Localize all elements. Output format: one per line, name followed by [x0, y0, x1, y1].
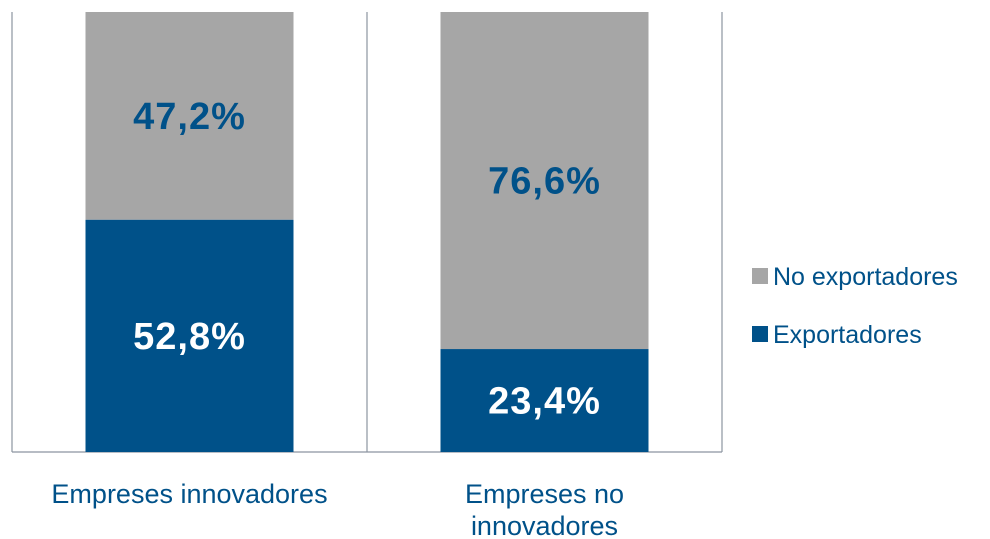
data-labels-group: 52,8% 47,2% 23,4% 76,6% — [133, 96, 601, 423]
legend-label-exportadores: Exportadores — [773, 321, 922, 349]
legend-swatch-no-exportadores — [752, 268, 768, 284]
data-label-exportadores-2: 23,4% — [488, 381, 601, 423]
data-label-no-exportadores-2: 76,6% — [488, 161, 601, 203]
category-label-2-line-2: innovadores — [471, 511, 618, 539]
bar-exportadores-2 — [440, 349, 649, 452]
legend-swatch-exportadores — [752, 326, 768, 342]
legend-label-no-exportadores: No exportadores — [773, 263, 958, 291]
bar-no-exportadores-1 — [85, 12, 294, 220]
legend: No exportadores Exportadores — [752, 263, 958, 349]
category-label-2-line-1: Empreses no — [465, 479, 624, 509]
data-label-exportadores-1: 52,8% — [133, 316, 246, 358]
category-labels-group: Empreses innovadores Empreses noinnovador… — [51, 479, 624, 539]
bar-no-exportadores-2 — [440, 12, 649, 350]
bars-group — [85, 12, 649, 452]
category-label-1-line-1: Empreses innovadores — [51, 479, 327, 509]
data-label-no-exportadores-1: 47,2% — [133, 96, 246, 138]
bar-exportadores-1 — [85, 219, 294, 452]
